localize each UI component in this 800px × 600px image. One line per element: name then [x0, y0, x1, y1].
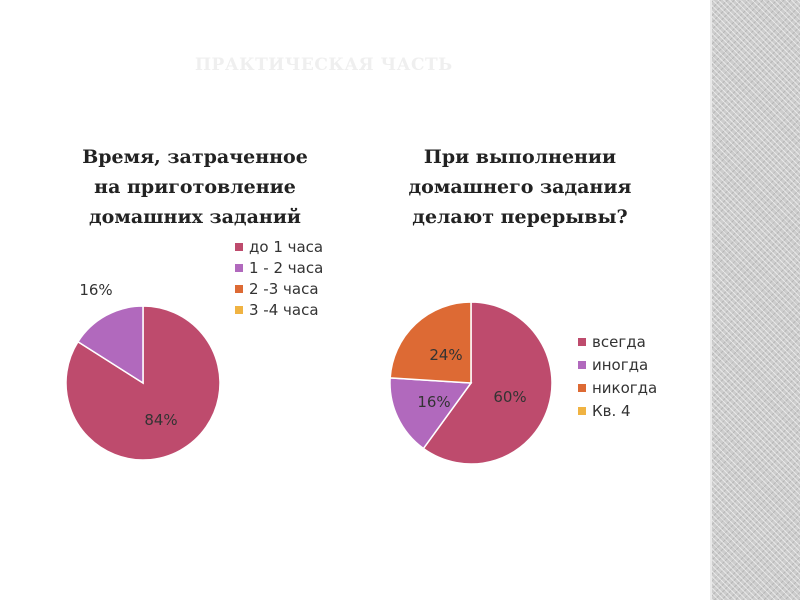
chart-1-title: Время, затраченное на приготовление дома…	[60, 142, 330, 232]
chart-2-title-line: домашнего задания	[408, 176, 632, 198]
chart-2-legend-label: иногда	[592, 356, 648, 374]
chart-1-legend-swatch	[235, 306, 243, 314]
chart-2-legend-swatch	[578, 361, 586, 369]
chart-2-data-label: 16%	[417, 393, 450, 411]
chart-2-title-line: делают перерывы?	[412, 206, 628, 228]
chart-1-title-line: Время, затраченное	[82, 146, 308, 168]
chart-1-title-line: на приготовление	[94, 176, 296, 198]
side-strip-edge	[710, 0, 712, 600]
chart-2-data-label: 24%	[429, 346, 462, 364]
chart-2-slice-2	[389, 301, 472, 384]
chart-1-legend-label: до 1 часа	[249, 238, 323, 256]
chart-1-data-label: 84%	[144, 411, 177, 429]
decorative-side-strip	[712, 0, 800, 600]
chart-2-slice-0	[422, 301, 553, 465]
chart-1-legend-label: 3 -4 часа	[249, 301, 319, 319]
chart-1-legend-swatch	[235, 264, 243, 272]
slide-title: ПРАКТИЧЕСКАЯ ЧАСТЬ	[195, 55, 453, 75]
chart-2-legend-label: Кв. 4	[592, 402, 631, 420]
chart-2-slice-1	[389, 377, 473, 450]
chart-1-legend-label: 1 - 2 часа	[249, 259, 323, 277]
chart-2-title-line: При выполнении	[423, 146, 617, 168]
chart-1-slice-1	[76, 305, 144, 385]
chart-1-data-label: 16%	[79, 281, 112, 299]
chart-1-legend-label: 2 -3 часа	[249, 280, 319, 298]
chart-2-legend-label: всегда	[592, 333, 646, 351]
chart-1-legend-swatch	[235, 243, 243, 251]
chart-1-legend-swatch	[235, 285, 243, 293]
chart-2-title: При выполнении домашнего задания делают …	[385, 142, 655, 232]
chart-2-legend-label: никогда	[592, 379, 657, 397]
chart-2-data-label: 60%	[493, 388, 526, 406]
chart-2-legend-swatch	[578, 384, 586, 392]
chart-1-slice-0	[65, 305, 221, 461]
chart-2-legend-swatch	[578, 338, 586, 346]
chart-2-legend-swatch	[578, 407, 586, 415]
chart-1-title-line: домашних заданий	[88, 206, 301, 228]
